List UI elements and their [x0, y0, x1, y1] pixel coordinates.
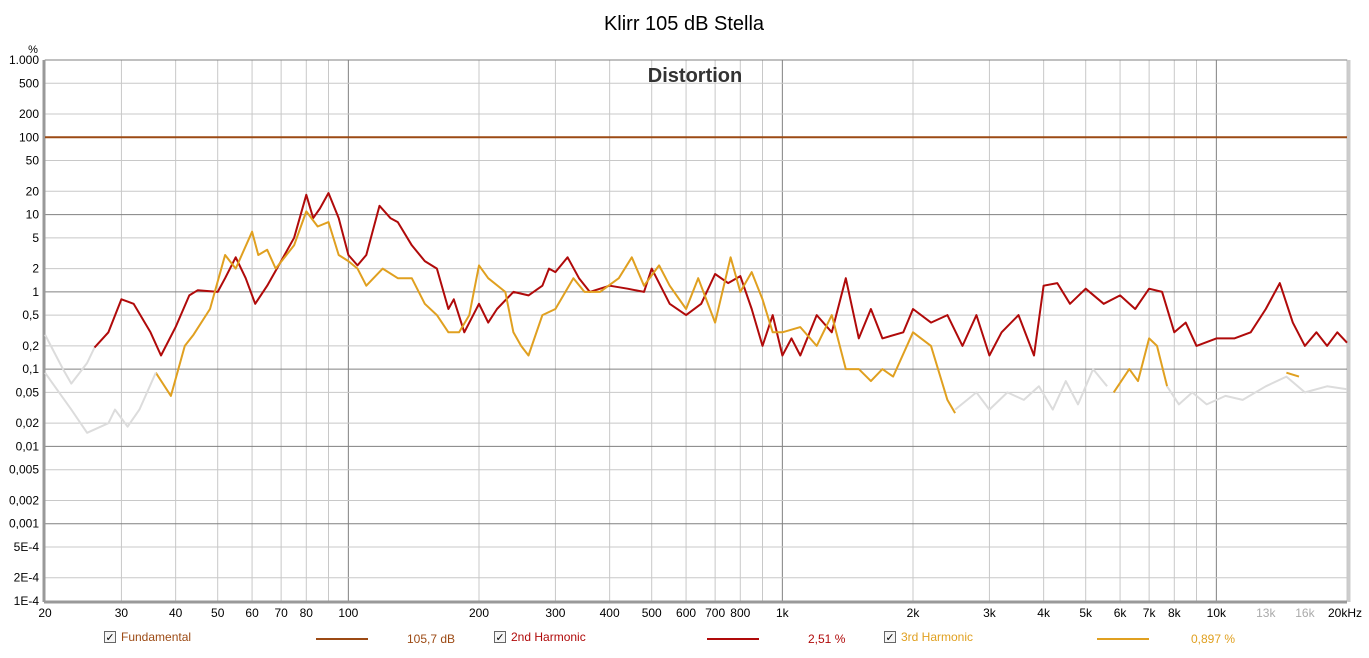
- y-tick-label: 5E-4: [14, 540, 40, 554]
- x-tick-label: 20kHz: [1328, 606, 1362, 620]
- y-tick-label: 1.000: [9, 53, 39, 67]
- 2nd-harmonic-value: 2,51 %: [808, 632, 846, 646]
- y-tick-label: 0,2: [22, 339, 39, 353]
- x-tick-label: 400: [600, 606, 620, 620]
- y-tick-label: 0,5: [22, 308, 39, 322]
- y-tick-label: 0,005: [9, 463, 39, 477]
- 3rd-harmonic-value: 0,897 %: [1191, 632, 1236, 646]
- y-tick-label: 2E-4: [14, 571, 40, 585]
- series-unlisted-harmonic: [44, 334, 96, 385]
- series-unlisted-harmonic: [44, 372, 157, 434]
- x-tick-label: 100: [338, 606, 358, 620]
- x-tick-label: 60: [245, 606, 259, 620]
- x-tick-label: 5k: [1079, 606, 1093, 620]
- 3rd-harmonic-checkbox[interactable]: ✓: [884, 631, 896, 644]
- series-2nd-harmonic: [93, 192, 1348, 357]
- y-tick-label: 1: [32, 285, 39, 299]
- legend-3rd-harmonic[interactable]: ✓ 3rd Harmonic: [884, 630, 973, 644]
- x-tick-label: 800: [730, 606, 750, 620]
- x-tick-label: 700: [705, 606, 725, 620]
- x-tick-label: 16k: [1295, 606, 1315, 620]
- legend-fundamental[interactable]: ✓ Fundamental: [104, 630, 191, 644]
- legend: ✓ Fundamental 105,7 dB ✓ 2nd Harmonic 2,…: [0, 630, 1369, 650]
- x-tick-label: 4k: [1037, 606, 1051, 620]
- fundamental-value: 105,7 dB: [407, 632, 456, 646]
- x-tick-label: 7k: [1143, 606, 1157, 620]
- series-3rd-harmonic: [1112, 337, 1169, 393]
- y-tick-label: 0,01: [16, 439, 40, 453]
- y-tick-label: 1E-4: [14, 594, 40, 608]
- x-tick-label: 2k: [907, 606, 921, 620]
- x-tick-label: 10k: [1207, 606, 1227, 620]
- chart-title: Klirr 105 dB Stella: [604, 13, 765, 35]
- y-tick-label: 2: [32, 262, 39, 276]
- x-tick-label: 300: [545, 606, 565, 620]
- series-unlisted-harmonic: [1166, 375, 1348, 406]
- chart-subtitle: Distortion: [648, 65, 742, 87]
- y-axis-unit: %: [28, 44, 38, 56]
- fundamental-swatch: [316, 638, 368, 640]
- legend-2nd-harmonic[interactable]: ✓ 2nd Harmonic: [494, 630, 586, 644]
- x-tick-label: 13k: [1256, 606, 1276, 620]
- fundamental-checkbox[interactable]: ✓: [104, 631, 116, 644]
- y-tick-label: 20: [26, 184, 40, 198]
- 2nd-harmonic-swatch: [707, 638, 759, 640]
- legend-label: Fundamental: [121, 630, 192, 644]
- series-3rd-harmonic: [1286, 371, 1300, 378]
- plot-area: [44, 59, 1348, 602]
- x-tick-label: 30: [115, 606, 129, 620]
- x-tick-label: 20: [38, 606, 52, 620]
- x-tick-label: 3k: [983, 606, 997, 620]
- x-tick-label: 600: [676, 606, 696, 620]
- x-tick-label: 500: [642, 606, 662, 620]
- legend-label: 3rd Harmonic: [901, 630, 974, 644]
- y-tick-label: 200: [19, 107, 39, 121]
- legend-label: 2nd Harmonic: [511, 630, 586, 644]
- x-tick-label: 1k: [776, 606, 790, 620]
- series-unlisted-harmonic: [954, 368, 1108, 411]
- y-tick-label: 10: [26, 208, 40, 222]
- series-3rd-harmonic: [154, 210, 956, 414]
- y-tick-label: 5: [32, 231, 39, 245]
- x-tick-label: 70: [274, 606, 288, 620]
- x-tick-label: 8k: [1168, 606, 1182, 620]
- y-tick-label: 0,002: [9, 493, 39, 507]
- x-tick-label: 50: [211, 606, 225, 620]
- x-tick-label: 6k: [1114, 606, 1128, 620]
- y-tick-label: 0,1: [22, 362, 39, 376]
- x-tick-label: 40: [169, 606, 183, 620]
- y-tick-label: 500: [19, 76, 39, 90]
- y-tick-label: 0,05: [16, 385, 40, 399]
- y-tick-label: 0,02: [16, 416, 40, 430]
- y-tick-label: 50: [26, 154, 40, 168]
- distortion-chart: Klirr 105 dB Stella Distortion % 1.00050…: [9, 13, 1362, 620]
- y-tick-label: 100: [19, 130, 39, 144]
- 3rd-harmonic-swatch: [1097, 638, 1149, 640]
- 2nd-harmonic-checkbox[interactable]: ✓: [494, 631, 506, 644]
- y-tick-label: 0,001: [9, 517, 39, 531]
- x-tick-label: 80: [300, 606, 314, 620]
- x-tick-label: 200: [469, 606, 489, 620]
